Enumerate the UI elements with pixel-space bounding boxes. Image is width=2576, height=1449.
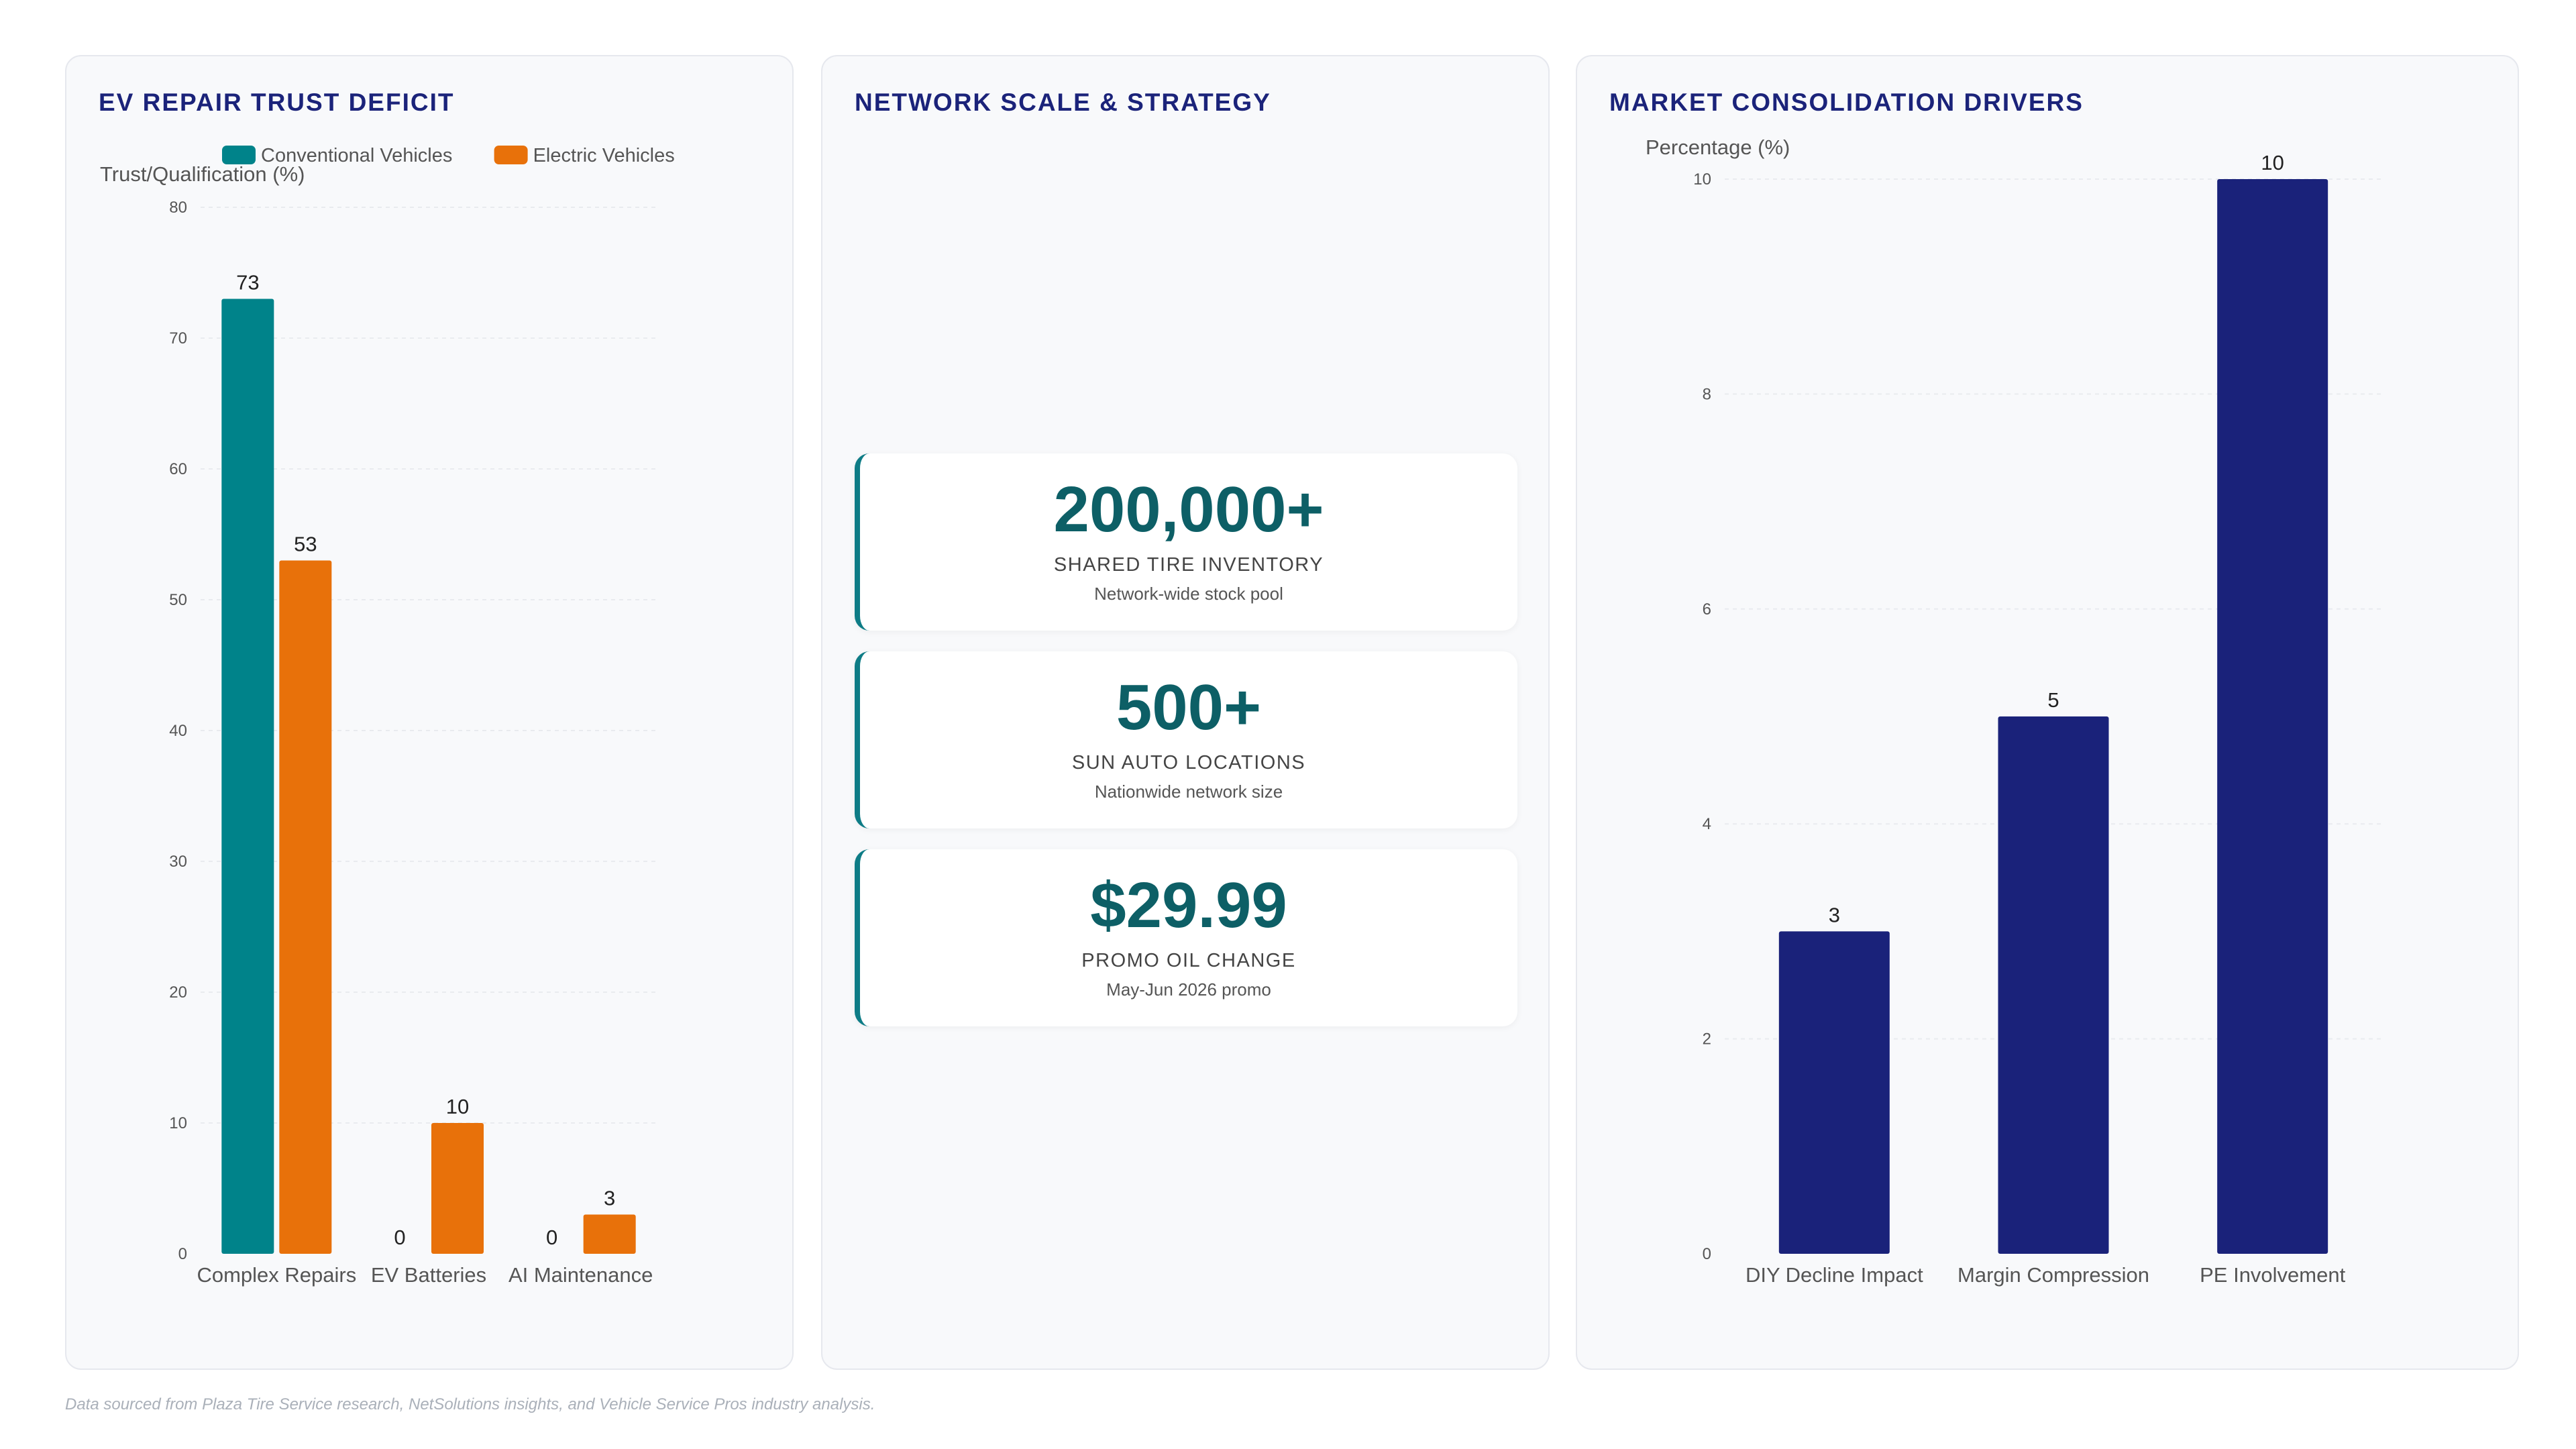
y-tick-label: 30 — [169, 853, 187, 871]
y-tick-label: 6 — [1703, 600, 1711, 619]
data-label: 5 — [2047, 688, 2059, 712]
data-label: 0 — [546, 1226, 557, 1249]
market-consolidation-panel: MARKET CONSOLIDATION DRIVERS 0 2 4 6 8 10 Perc… — [1576, 55, 2519, 1370]
y-tick-label: 60 — [169, 460, 187, 478]
y-tick-label: 0 — [1703, 1245, 1711, 1263]
x-tick-label: Complex Repairs — [197, 1263, 356, 1287]
data-label: 3 — [604, 1187, 615, 1210]
bar — [583, 1214, 636, 1254]
y-tick-label: 10 — [1693, 170, 1711, 189]
stat-value: $29.99 — [1090, 869, 1287, 941]
y-tick-label: 70 — [169, 329, 187, 347]
bar — [1998, 716, 2109, 1254]
legend-swatch — [222, 146, 256, 164]
stat-sub: May-Jun 2026 promo — [1106, 979, 1271, 1000]
data-label: 10 — [446, 1095, 469, 1118]
stat-label: SHARED TIRE INVENTORY — [1053, 554, 1324, 576]
y-tick-label: 40 — [169, 722, 187, 740]
bar — [279, 560, 332, 1254]
data-label: 53 — [294, 533, 317, 556]
market-consolidation-chart: 0 2 4 6 8 10 Percentage (%) 3 DIY Decline Impact… — [1646, 136, 2382, 1287]
bar — [221, 299, 274, 1254]
network-scale-panel: NETWORK SCALE & STRATEGY 200,000+ SHARED… — [821, 55, 1550, 1370]
bar — [2217, 179, 2328, 1254]
source-footnote: Data sourced from Plaza Tire Service res… — [65, 1395, 875, 1413]
x-tick-label: PE Involvement — [2200, 1263, 2345, 1287]
x-tick-label: EV Batteries — [371, 1263, 486, 1287]
stat-sub: Network-wide stock pool — [1094, 584, 1283, 604]
data-label: 0 — [394, 1226, 405, 1249]
y-tick-label: 4 — [1703, 815, 1711, 833]
y-tick-label: 10 — [169, 1114, 187, 1132]
y-tick-label: 0 — [178, 1245, 187, 1263]
y-tick-label: 80 — [169, 199, 187, 217]
data-label: 10 — [2261, 151, 2284, 174]
legend-label: Conventional Vehicles — [261, 145, 452, 166]
stat-card-tire-inventory: 200,000+ SHARED TIRE INVENTORY Network-w… — [855, 453, 1517, 631]
y-tick-label: 2 — [1703, 1030, 1711, 1049]
panel-title: NETWORK SCALE & STRATEGY — [855, 89, 1271, 116]
legend-label: Electric Vehicles — [533, 145, 675, 166]
data-label: 3 — [1829, 903, 1840, 926]
stat-value: 500+ — [1116, 672, 1262, 743]
bar — [431, 1123, 484, 1254]
x-tick-label: AI Maintenance — [508, 1263, 653, 1287]
stat-card-locations: 500+ SUN AUTO LOCATIONS Nationwide netwo… — [855, 651, 1517, 828]
stat-sub: Nationwide network size — [1094, 782, 1283, 802]
data-label: 73 — [236, 271, 259, 294]
x-tick-label: DIY Decline Impact — [1746, 1263, 1923, 1287]
bar — [1778, 931, 1890, 1254]
y-axis-label: Trust/Qualification (%) — [100, 162, 305, 186]
y-axis-label: Percentage (%) — [1646, 136, 1790, 159]
y-tick-label: 50 — [169, 591, 187, 609]
stat-label: SUN AUTO LOCATIONS — [1071, 752, 1306, 773]
stat-card-oil-change: $29.99 PROMO OIL CHANGE May-Jun 2026 pro… — [855, 849, 1517, 1026]
panel-title: EV REPAIR TRUST DEFICIT — [99, 89, 455, 116]
y-tick-label: 8 — [1703, 385, 1711, 403]
stat-value: 200,000+ — [1053, 474, 1324, 545]
legend-swatch — [494, 146, 528, 164]
stat-label: PROMO OIL CHANGE — [1081, 950, 1296, 971]
trust-deficit-panel: EV REPAIR TRUST DEFICIT 0 10 20 30 40 50 60 70 8… — [65, 55, 794, 1370]
x-tick-label: Margin Compression — [1957, 1263, 2149, 1287]
y-tick-label: 20 — [169, 983, 187, 1002]
panel-title: MARKET CONSOLIDATION DRIVERS — [1609, 89, 2084, 116]
